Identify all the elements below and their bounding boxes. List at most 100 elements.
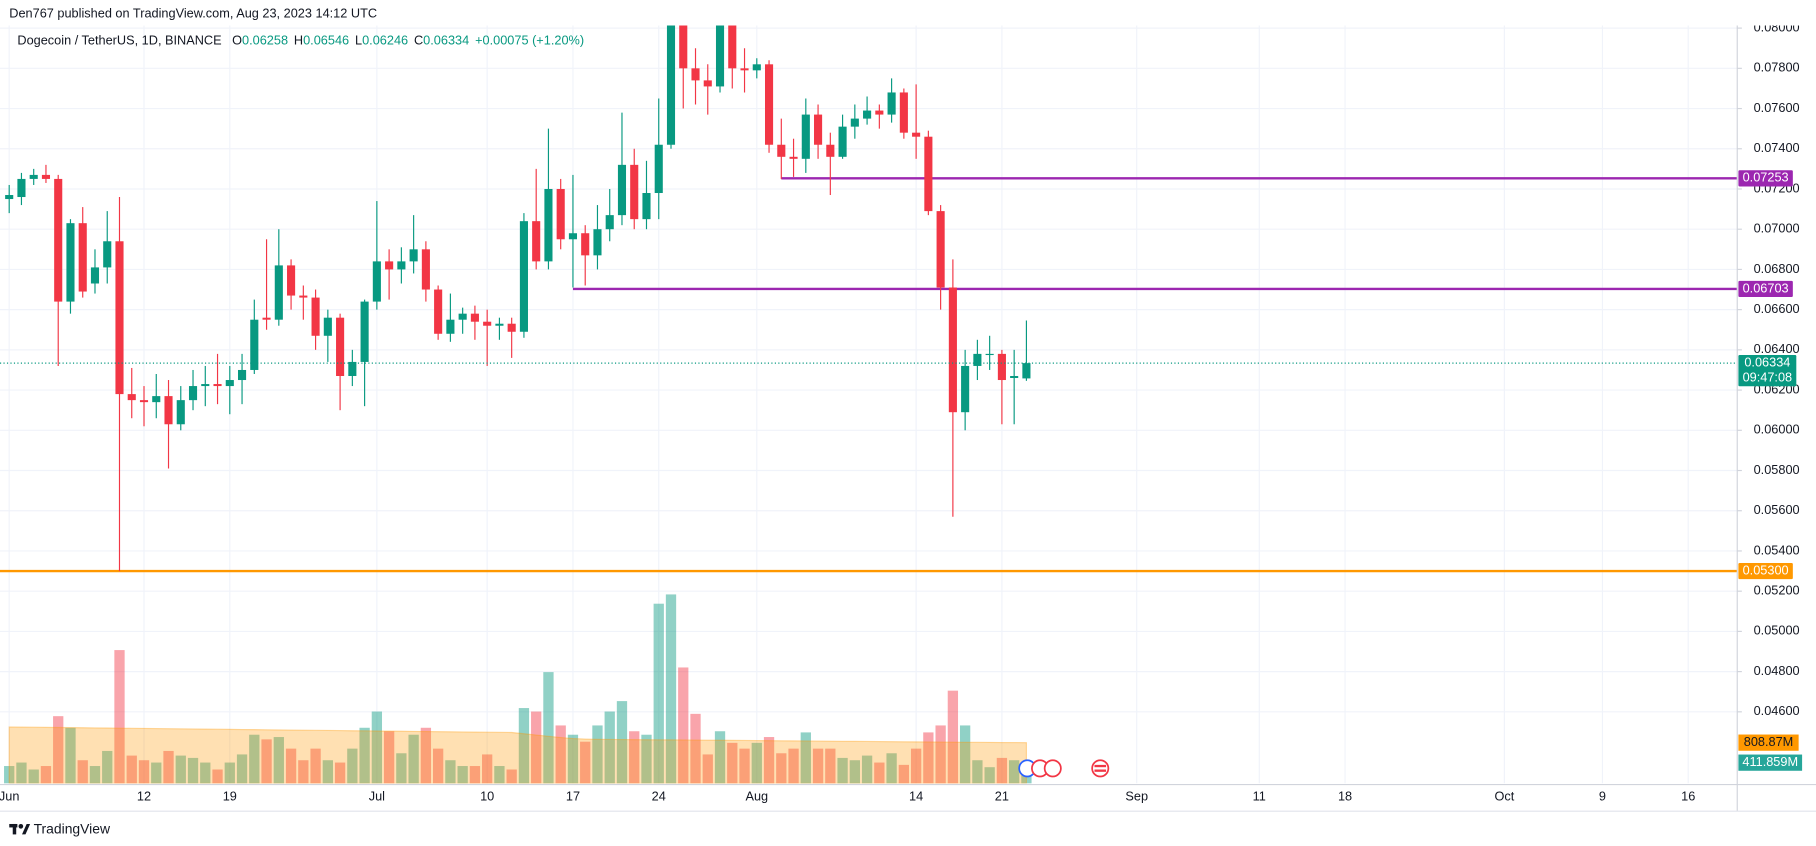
volume-bar [886,753,897,784]
volume-bar [751,742,762,784]
candle-body [617,164,627,216]
volume-bar [506,769,517,784]
candle-body [1010,376,1019,379]
candle-body [899,92,908,133]
volume-bar [40,766,52,784]
candle-body [666,25,676,145]
candle-body [605,215,614,230]
candle-body [78,223,87,292]
x-tick-label: 14 [909,789,923,804]
volume-ma-label-bg [1738,734,1799,751]
volume-bar [347,748,358,784]
candle-body [581,233,590,256]
volume-bar [592,725,603,784]
candle-body [323,317,332,336]
candle-body [593,229,602,256]
candle-body [225,380,234,387]
volume-bar [763,737,775,784]
candle-body [470,313,479,322]
x-tick-label: 21 [995,789,1009,804]
level-label: 0.07253 [1743,170,1789,185]
ohlc-value: 0.06246 [362,33,408,48]
candle-body [17,178,26,198]
volume-bar [138,760,150,784]
candle-body [103,241,112,268]
footer-logo: TradingView [9,820,111,836]
x-tick-label: 19 [223,789,237,804]
candle-body [5,195,14,200]
volume-bar [776,753,787,784]
candle-body [715,25,725,87]
x-tick-label: 10 [480,789,494,804]
volume-bar [249,734,260,784]
x-tick-label: 24 [652,789,666,804]
y-tick-label: 0.06800 [1754,261,1800,276]
candle-body [507,323,516,332]
volume-bar [16,762,27,784]
price-axis-background [1737,25,1816,786]
volume-bar [812,748,824,784]
ohlc-value: 0.06258 [242,33,288,48]
volume-bar [629,731,640,784]
y-tick-label: 0.07000 [1754,221,1800,236]
event-icon[interactable] [1091,759,1110,778]
volume-bar [322,760,333,784]
symbol-title: Dogecoin / TetherUS, 1D, BINANCE [17,33,221,48]
x-tick-label: 9 [1599,789,1606,804]
footer-logo-text[interactable]: TradingView [34,820,111,836]
header-background [0,0,1816,26]
candle-body [458,313,467,320]
event-icon[interactable] [1043,759,1062,778]
candle-body [201,384,210,387]
candle-body [703,80,712,87]
volume-bar [28,769,39,784]
volume-bar [273,737,284,784]
axes: 0.04600 0.04800 0.05000 0.05200 0.05400 0.056… [0,19,1800,803]
candle-body [544,188,553,262]
volume-bar [825,748,836,784]
y-tick-label: 0.06400 [1754,341,1800,356]
volume-bar [65,727,76,784]
candle-body [115,241,124,395]
logo-shape [18,823,24,829]
volume-bar [727,742,738,784]
volume-bar [175,755,186,784]
candle-body [764,64,774,145]
volume-label-bg [1738,754,1803,771]
volume-bar [935,725,946,784]
candle-body [936,211,945,288]
candle-body [740,68,749,71]
volume-bar [947,690,959,784]
y-tick-label: 0.05400 [1754,542,1800,557]
candle-body [90,267,100,284]
candle-body [299,295,308,298]
volume-bar [383,731,395,784]
y-tick-label: 0.04800 [1754,663,1800,678]
volume-bar [923,732,934,784]
volume-bar [457,766,468,784]
volume-bar [518,708,530,784]
candle-body [777,144,786,157]
candle-body [385,261,394,270]
countdown-label: 09:47:08 [1743,370,1793,385]
candle-body [421,249,430,290]
candle-body [446,319,455,334]
flag-stripe [1094,769,1107,772]
candle-body [495,323,504,326]
volume-bar [420,727,432,784]
y-tick-label: 0.07600 [1754,100,1800,115]
candle-body [875,110,884,115]
ohlc-letter: L [355,33,362,48]
change: +0.00075 (+1.20%) [475,33,584,48]
candle-body [532,221,541,262]
candle-body [409,249,418,262]
current-price-bg [1738,355,1797,387]
volume-bar [77,760,88,784]
logo-shape [12,823,17,835]
volume-bar [604,711,615,784]
volume-bar [224,762,235,784]
candle-body [985,353,994,356]
level-label-bg [1738,170,1793,187]
